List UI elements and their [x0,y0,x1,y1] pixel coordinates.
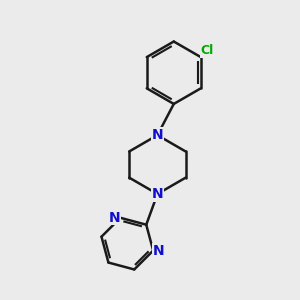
Text: N: N [109,211,120,225]
Text: N: N [152,128,163,142]
Text: N: N [153,244,165,258]
Text: N: N [152,187,163,201]
Text: Cl: Cl [201,44,214,57]
